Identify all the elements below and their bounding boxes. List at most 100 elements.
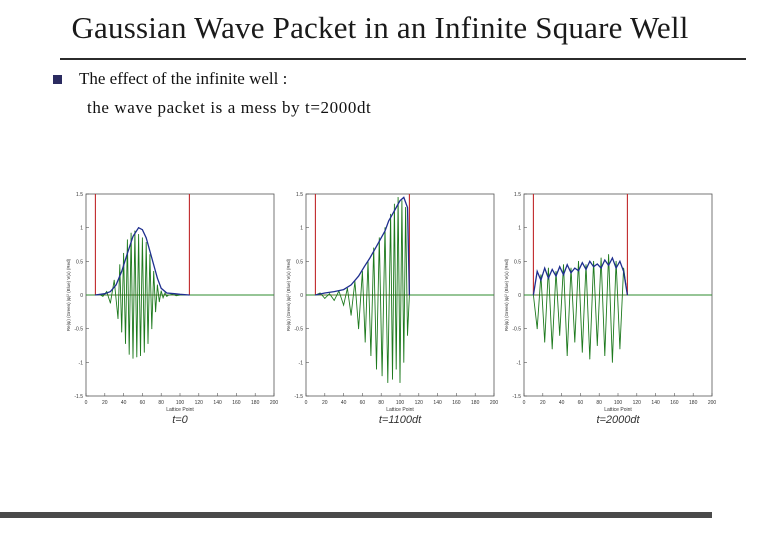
- data-point: [547, 277, 549, 279]
- footer-bar: [0, 512, 712, 518]
- data-point: [179, 293, 181, 295]
- data-point: [563, 274, 564, 276]
- real-part-line: [315, 197, 410, 383]
- data-point: [121, 331, 123, 333]
- data-point: [405, 207, 407, 208]
- data-point: [615, 260, 617, 262]
- x-tick-label: 0: [85, 400, 88, 406]
- data-point: [102, 295, 104, 297]
- data-point: [151, 257, 153, 259]
- data-point: [397, 196, 399, 198]
- data-point: [401, 200, 403, 202]
- data-point: [403, 361, 405, 363]
- y-tick-label: -0.5: [74, 327, 83, 333]
- plot-caption: t=1100dt: [379, 414, 422, 426]
- data-point: [593, 266, 595, 268]
- x-tick-label: 180: [471, 400, 480, 406]
- y-tick-label: -1.5: [74, 394, 83, 400]
- x-tick-label: 120: [415, 400, 424, 406]
- data-point: [600, 267, 602, 269]
- x-tick-label: 20: [102, 400, 108, 406]
- x-tick-label: 40: [559, 400, 565, 406]
- data-point: [166, 295, 168, 297]
- bullet-text: The effect of the infinite well :: [79, 69, 288, 88]
- y-tick-label: 1: [300, 226, 303, 232]
- y-tick-label: 1: [518, 226, 521, 232]
- bullet-square-icon: [53, 75, 62, 84]
- y-tick-label: -1.5: [512, 394, 521, 400]
- x-tick-label: 160: [670, 400, 679, 406]
- x-tick-label: 140: [433, 400, 442, 406]
- data-point: [551, 268, 553, 270]
- y-tick-label: 0: [518, 293, 521, 299]
- y-tick-label: -1: [517, 360, 522, 366]
- data-point: [393, 203, 395, 205]
- data-point: [399, 382, 401, 383]
- y-tick-label: -0.5: [512, 327, 521, 333]
- x-tick-label: 60: [578, 400, 584, 406]
- data-point: [333, 299, 335, 301]
- data-point: [151, 328, 153, 330]
- data-point: [319, 292, 321, 294]
- data-point: [132, 235, 134, 237]
- data-point: [578, 270, 579, 272]
- data-point: [544, 341, 546, 343]
- data-point: [536, 270, 538, 272]
- data-point: [574, 341, 576, 343]
- data-point: [143, 351, 145, 353]
- x-tick-label: 140: [651, 400, 660, 406]
- data-point: [369, 257, 371, 259]
- data-point: [140, 355, 141, 357]
- data-point: [153, 270, 155, 272]
- slide-title: Gaussian Wave Packet in an Infinite Squa…: [71, 10, 689, 45]
- data-point: [544, 267, 546, 269]
- data-point: [551, 348, 553, 350]
- data-point: [585, 268, 587, 270]
- data-point: [343, 304, 345, 306]
- data-point: [596, 263, 598, 265]
- x-axis-label: Lattice Point: [386, 407, 414, 413]
- data-point: [532, 294, 534, 296]
- data-point: [555, 270, 557, 272]
- data-point: [604, 259, 606, 261]
- data-point: [123, 252, 125, 254]
- data-point: [168, 294, 170, 296]
- data-point: [378, 237, 380, 239]
- data-point: [145, 242, 147, 243]
- x-tick-label: 180: [251, 400, 260, 406]
- data-point: [128, 353, 130, 355]
- data-point: [175, 295, 177, 297]
- data-point: [121, 270, 123, 272]
- data-point: [600, 257, 602, 259]
- data-point: [166, 292, 168, 294]
- data-point: [138, 227, 140, 229]
- data-point: [188, 294, 190, 296]
- data-point: [380, 237, 382, 239]
- data-point: [136, 356, 138, 358]
- title-divider: [60, 58, 746, 60]
- data-point: [384, 230, 386, 232]
- data-point: [370, 355, 372, 357]
- data-point: [589, 358, 591, 360]
- data-point: [156, 284, 158, 286]
- data-point: [115, 284, 117, 286]
- data-point: [604, 355, 606, 357]
- data-point: [117, 318, 119, 320]
- y-tick-label: 0: [300, 293, 303, 299]
- data-point: [578, 260, 579, 262]
- x-tick-label: 0: [523, 400, 526, 406]
- data-point: [619, 348, 621, 350]
- x-tick-label: 40: [121, 400, 127, 406]
- y-axis-label: Re(ψ) (Green) |ψ|² (Blue) V(x) (Red): [504, 258, 509, 331]
- data-point: [164, 292, 166, 294]
- data-point: [350, 314, 352, 316]
- data-point: [324, 292, 326, 294]
- x-tick-label: 80: [596, 400, 602, 406]
- bullet-subtext: the wave packet is a mess by t=2000dt: [87, 98, 372, 117]
- real-part-line: [532, 254, 628, 363]
- data-point: [147, 343, 149, 344]
- data-point: [350, 284, 352, 286]
- data-point: [593, 260, 595, 262]
- data-point: [407, 334, 408, 336]
- data-point: [104, 293, 106, 295]
